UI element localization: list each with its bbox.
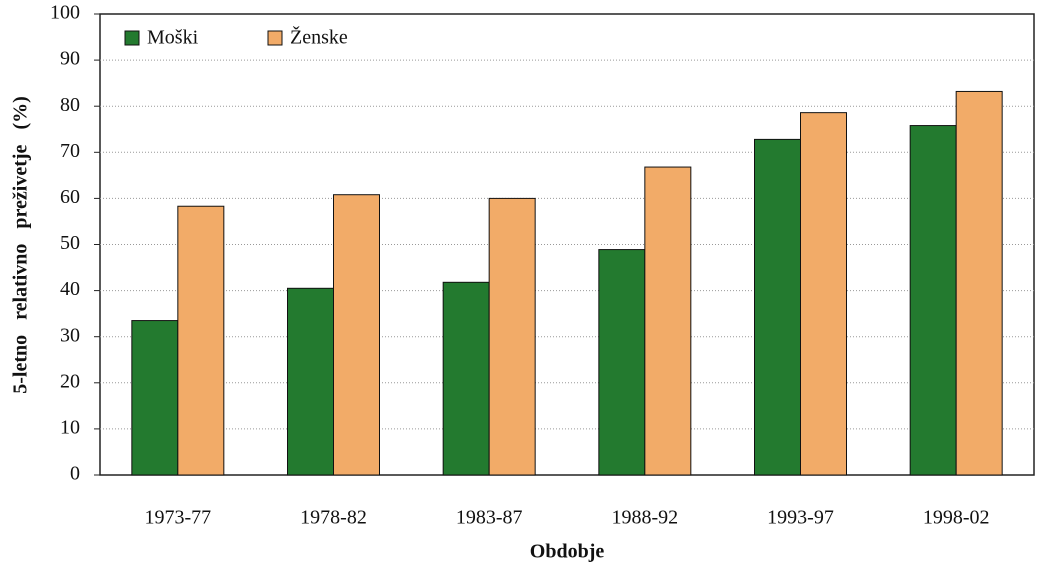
legend-swatch	[124, 30, 140, 46]
legend-label: Moški	[147, 27, 199, 49]
bar	[644, 166, 692, 476]
y-tick-label: 40	[60, 278, 80, 300]
x-tick-label: 1978-82	[300, 507, 367, 529]
x-tick-label: 1973-77	[144, 507, 211, 529]
bar	[333, 194, 380, 476]
bar	[754, 138, 801, 476]
bar	[955, 90, 1003, 476]
y-tick-label: 80	[60, 94, 80, 116]
y-tick-label: 90	[60, 48, 80, 70]
plot-area	[99, 13, 1035, 476]
x-tick-label: 1998-02	[923, 507, 990, 529]
y-tick-label: 10	[60, 416, 80, 438]
bar	[488, 197, 536, 476]
bar	[909, 125, 957, 476]
y-tick-label: 20	[60, 370, 80, 392]
y-tick-label: 30	[60, 324, 80, 346]
bar	[800, 112, 847, 476]
x-tick-label: 1983-87	[456, 507, 523, 529]
bar	[287, 287, 334, 476]
x-axis-title: Obdobje	[530, 541, 605, 563]
x-tick-label: 1988-92	[611, 507, 678, 529]
legend-label: Ženske	[290, 26, 348, 49]
bar	[177, 205, 225, 476]
y-tick-label: 0	[70, 463, 80, 485]
bar	[598, 249, 646, 476]
bar	[442, 281, 490, 476]
y-tick-label: 100	[50, 2, 80, 24]
x-tick-label: 1993-97	[767, 507, 834, 529]
bar	[131, 320, 179, 476]
y-tick-label: 70	[60, 140, 80, 162]
y-axis-title: 5-letno relativno preživetje (%)	[10, 96, 32, 394]
y-tick-label: 50	[60, 232, 80, 254]
legend-swatch	[267, 30, 283, 46]
y-tick-label: 60	[60, 186, 80, 208]
